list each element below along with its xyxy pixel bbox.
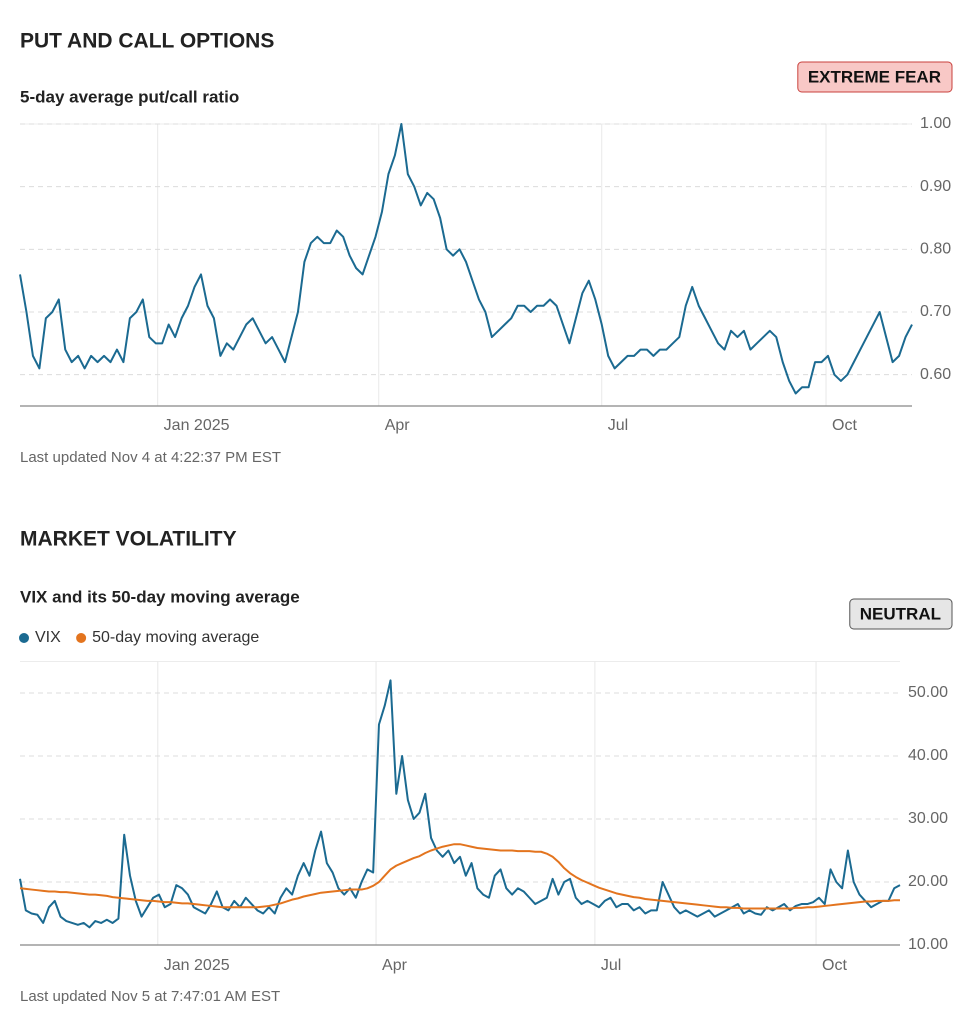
y-tick-label: 1.00 [920,115,951,132]
legend-marker [19,633,29,643]
x-tick-label: Apr [382,957,408,974]
y-tick-label: 0.80 [920,241,951,258]
x-tick-label: Jul [601,957,621,974]
legend-marker [76,633,87,643]
updated-note: Last updated Nov 5 at 7:47:01 AM EST [20,988,280,1005]
y-tick-label: 50.00 [908,684,948,701]
x-tick-label: Oct [822,957,847,974]
data-line [19,679,901,929]
badge-box [849,598,953,630]
y-tick-label: 20.00 [908,873,948,890]
chart-title: VIX and its 50-day moving average [20,587,300,606]
chart-title: 5-day average put/call ratio [20,87,239,106]
badge-text: EXTREME FEAR [808,67,941,86]
legend-label: 50-day moving average [92,629,259,646]
x-tick-label: Jan 2025 [164,957,230,974]
x-tick-label: Oct [832,417,857,434]
x-tick-label: Jul [608,417,628,434]
y-tick-label: 30.00 [908,810,948,827]
y-tick-label: 0.70 [920,303,951,320]
data-line [19,843,900,910]
legend-label: VIX [35,629,61,646]
badge-text: NEUTRAL [860,604,941,623]
x-tick-label: Apr [385,417,411,434]
section-title: MARKET VOLATILITY [20,528,237,551]
y-tick-label: 0.60 [920,366,951,383]
badge-box [797,61,953,93]
badge: EXTREME FEAR [797,61,953,93]
badge: NEUTRAL [849,598,953,630]
section-title: PUT AND CALL OPTIONS [20,30,274,53]
y-tick-label: 0.90 [920,178,951,195]
y-tick-label: 40.00 [908,747,948,764]
updated-note: Last updated Nov 4 at 4:22:37 PM EST [20,449,281,466]
x-tick-label: Jan 2025 [164,417,230,434]
y-tick-label: 10.00 [908,936,948,953]
data-line [19,123,913,395]
